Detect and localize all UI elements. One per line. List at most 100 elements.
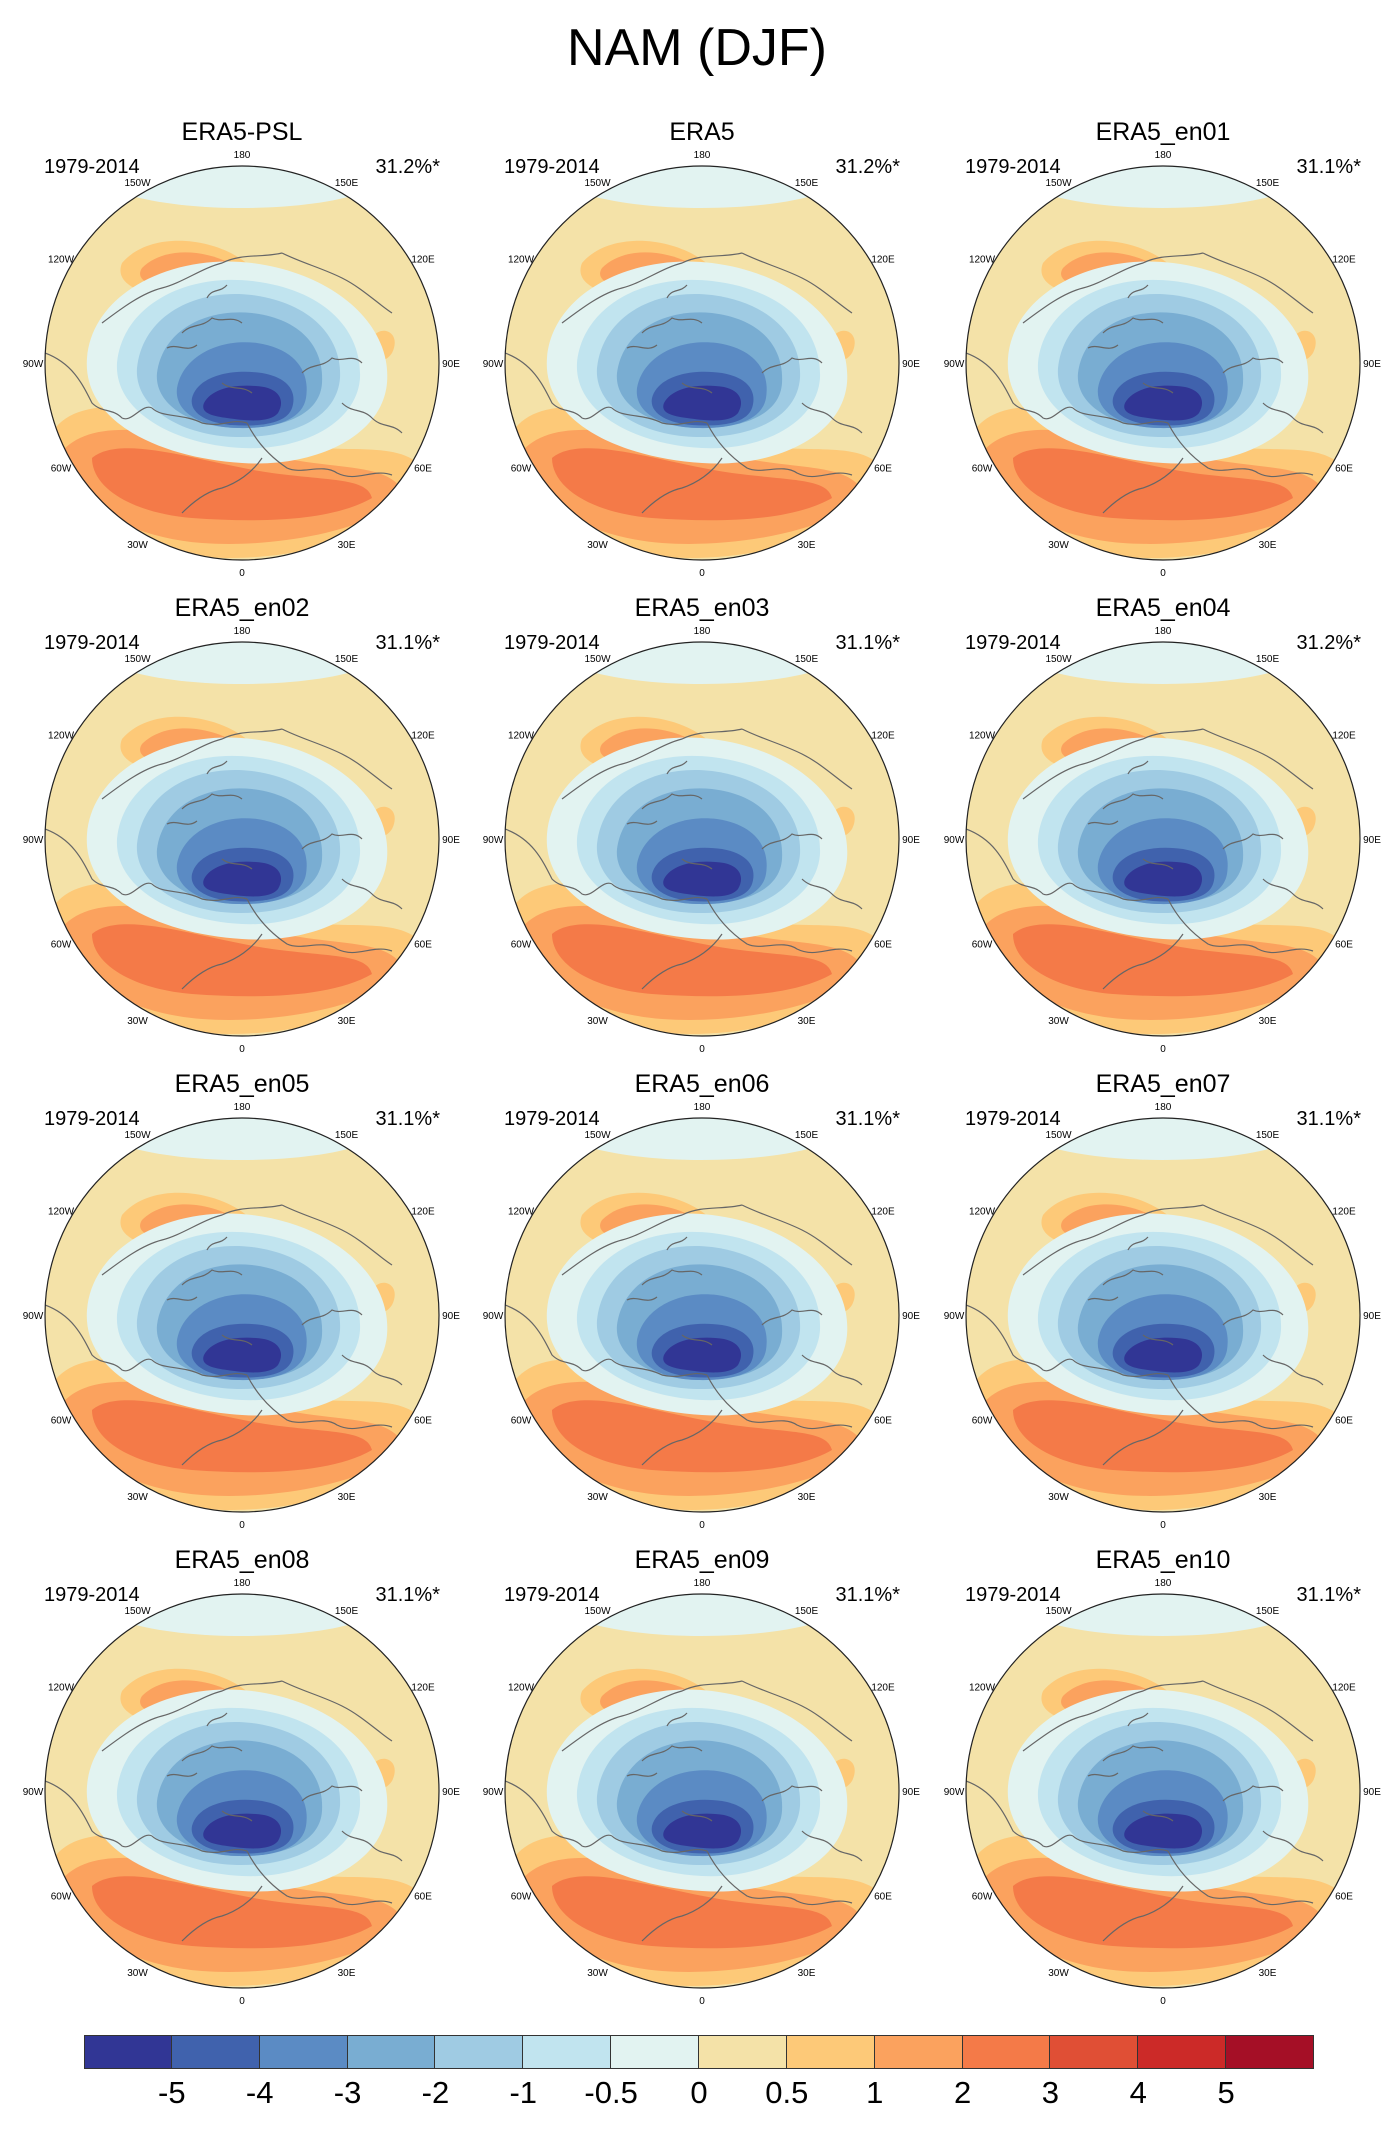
- longitude-label: 120E: [411, 1207, 435, 1218]
- longitude-label: 60W: [511, 940, 532, 951]
- polar-map: 180 150E 120E 90E 60E 30E 0 30W 60W 90W 120W 150W: [23, 1102, 461, 1531]
- longitude-label: 30W: [587, 540, 608, 551]
- coastline: [45, 828, 153, 896]
- map-border: [44, 1117, 440, 1513]
- longitude-label: 150E: [795, 1130, 819, 1141]
- polar-map: 180 150E 120E 90E 60E 30E 0 30W 60W 90W 120W 150W: [23, 150, 461, 579]
- pacific-cap: [582, 1594, 822, 1636]
- longitude-label: 180: [234, 150, 251, 161]
- longitude-label: 180: [1155, 150, 1172, 161]
- panel-variance: 31.1%*: [835, 1108, 901, 1130]
- coastline: [181, 1885, 263, 1942]
- longitude-label: 30E: [338, 1968, 356, 1979]
- longitude-label: 90E: [1363, 1311, 1381, 1322]
- map-border: [504, 641, 900, 1037]
- coastline: [181, 1745, 243, 1762]
- coastline: [1072, 1359, 1169, 1378]
- coastline: [505, 1780, 613, 1848]
- coastline: [666, 1236, 688, 1251]
- map-border: [965, 1117, 1361, 1513]
- longitude-label: 180: [694, 1102, 711, 1113]
- coastline: [641, 317, 703, 334]
- coastline: [966, 1780, 1074, 1848]
- panel-variance: 31.1%*: [1296, 1584, 1362, 1606]
- polar-map: 180 150E 120E 90E 60E 30E 0 30W 60W 90W 120W 150W: [944, 1102, 1382, 1531]
- coastline: [1262, 1830, 1324, 1862]
- coastline: [1087, 344, 1119, 349]
- coastline: [706, 1374, 853, 1430]
- coastline: [666, 284, 688, 299]
- longitude-label: 60E: [1335, 464, 1353, 475]
- polar-map: 180 150E 120E 90E 60E 30E 0 30W 60W 90W 120W 150W: [23, 1578, 461, 2007]
- longitude-label: 60E: [1335, 940, 1353, 951]
- contour-fill: [1124, 1337, 1203, 1373]
- longitude-label: 120W: [48, 1683, 75, 1694]
- longitude-label: 150E: [1256, 1130, 1280, 1141]
- coastline: [281, 728, 393, 790]
- pacific-cap: [1043, 1118, 1283, 1160]
- panel-title: ERA5-PSL: [181, 118, 303, 146]
- colorbar: [84, 2035, 1314, 2069]
- panel-variance: 31.1%*: [375, 1108, 441, 1130]
- coastline: [666, 1712, 688, 1727]
- coastline: [1127, 1712, 1149, 1727]
- colorbar-tick-label: -3: [333, 2075, 362, 2110]
- coastline: [181, 1269, 243, 1286]
- longitude-label: 120W: [48, 255, 75, 266]
- map-panel: 180 150E 120E 90E 60E 30E 0 30W 60W 90W 120W 150W ER…: [943, 594, 1383, 1064]
- coastline: [801, 402, 863, 434]
- longitude-label: 150W: [124, 654, 151, 665]
- longitude-label: 150E: [795, 654, 819, 665]
- panel-title: ERA5_en04: [1095, 594, 1231, 622]
- map-panel: 180 150E 120E 90E 60E 30E 0 30W 60W 90W 120W 150W ER…: [943, 118, 1383, 588]
- map-panel: 180 150E 120E 90E 60E 30E 0 30W 60W 90W 120W 150W ER…: [482, 594, 922, 1064]
- coastline: [45, 1780, 153, 1848]
- coastline: [246, 422, 393, 478]
- coastline: [611, 1835, 708, 1854]
- longitude-label: 60E: [414, 1416, 432, 1427]
- map-panel: 180 150E 120E 90E 60E 30E 0 30W 60W 90W 120W 150W ER…: [482, 1070, 922, 1540]
- coastline: [181, 793, 243, 810]
- longitude-label: 150W: [124, 178, 151, 189]
- longitude-label: 90W: [483, 1787, 504, 1798]
- contour-fill: [663, 1337, 742, 1373]
- contour-fill: [203, 861, 282, 897]
- contour-fill: [1124, 385, 1203, 421]
- colorbar-swatch: [611, 2035, 699, 2069]
- panel-period: 1979-2014: [44, 632, 140, 654]
- longitude-label: 30W: [1048, 1968, 1069, 1979]
- longitude-label: 90W: [944, 359, 965, 370]
- coastline: [301, 1785, 363, 1802]
- longitude-label: 60E: [1335, 1416, 1353, 1427]
- longitude-label: 0: [699, 568, 705, 579]
- longitude-label: 120E: [1332, 731, 1356, 742]
- longitude-label: 90W: [944, 835, 965, 846]
- longitude-label: 180: [1155, 1578, 1172, 1589]
- longitude-label: 60E: [414, 464, 432, 475]
- coastline: [1127, 284, 1149, 299]
- map-panel: 180 150E 120E 90E 60E 30E 0 30W 60W 90W 120W 150W ER…: [22, 1546, 462, 2016]
- contour-fill: [1124, 1813, 1203, 1849]
- longitude-label: 180: [234, 1102, 251, 1113]
- longitude-label: 150W: [584, 1606, 611, 1617]
- pacific-cap: [582, 1118, 822, 1160]
- panel-period: 1979-2014: [965, 632, 1061, 654]
- coastline: [281, 252, 393, 314]
- coastline: [1142, 1334, 1174, 1346]
- panel-title: ERA5_en03: [634, 594, 770, 622]
- map-panel: 180 150E 120E 90E 60E 30E 0 30W 60W 90W 120W 150W ER…: [943, 1546, 1383, 2016]
- coastline: [706, 1850, 853, 1906]
- polar-map: 180 150E 120E 90E 60E 30E 0 30W 60W 90W 120W 150W: [483, 626, 921, 1055]
- longitude-label: 90E: [442, 359, 460, 370]
- longitude-label: 0: [239, 1520, 245, 1531]
- longitude-label: 120W: [48, 1207, 75, 1218]
- longitude-label: 60W: [51, 1892, 72, 1903]
- longitude-label: 150W: [1045, 654, 1072, 665]
- map-border: [504, 1593, 900, 1989]
- coastline: [966, 352, 1074, 420]
- longitude-label: 30E: [1259, 540, 1277, 551]
- contour-fill: [1124, 861, 1203, 897]
- longitude-label: 30E: [1259, 1492, 1277, 1503]
- colorbar-tick-label: -4: [245, 2075, 274, 2110]
- longitude-label: 180: [1155, 1102, 1172, 1113]
